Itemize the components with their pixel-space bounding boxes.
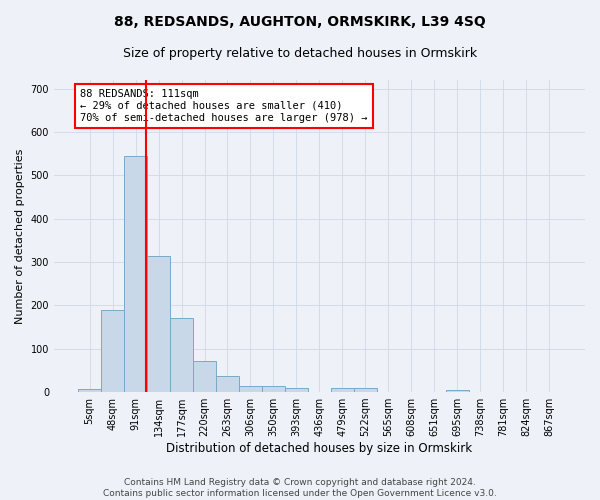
Bar [354, 388, 377, 392]
Bar [101, 310, 124, 392]
Text: Contains HM Land Registry data © Crown copyright and database right 2024.
Contai: Contains HM Land Registry data © Crown c… [103, 478, 497, 498]
Y-axis label: Number of detached properties: Number of detached properties [15, 148, 25, 324]
Bar [446, 390, 469, 392]
Bar [193, 361, 216, 392]
Text: Size of property relative to detached houses in Ormskirk: Size of property relative to detached ho… [123, 48, 477, 60]
Bar [147, 256, 170, 392]
Text: 88 REDSANDS: 111sqm
← 29% of detached houses are smaller (410)
70% of semi-detac: 88 REDSANDS: 111sqm ← 29% of detached ho… [80, 90, 368, 122]
Bar [331, 388, 354, 392]
Text: 88, REDSANDS, AUGHTON, ORMSKIRK, L39 4SQ: 88, REDSANDS, AUGHTON, ORMSKIRK, L39 4SQ [114, 15, 486, 29]
Bar [78, 389, 101, 392]
Bar [216, 376, 239, 392]
Bar [285, 388, 308, 392]
Bar [170, 318, 193, 392]
Bar [239, 386, 262, 392]
Bar [124, 156, 147, 392]
Bar [262, 386, 285, 392]
X-axis label: Distribution of detached houses by size in Ormskirk: Distribution of detached houses by size … [166, 442, 473, 455]
